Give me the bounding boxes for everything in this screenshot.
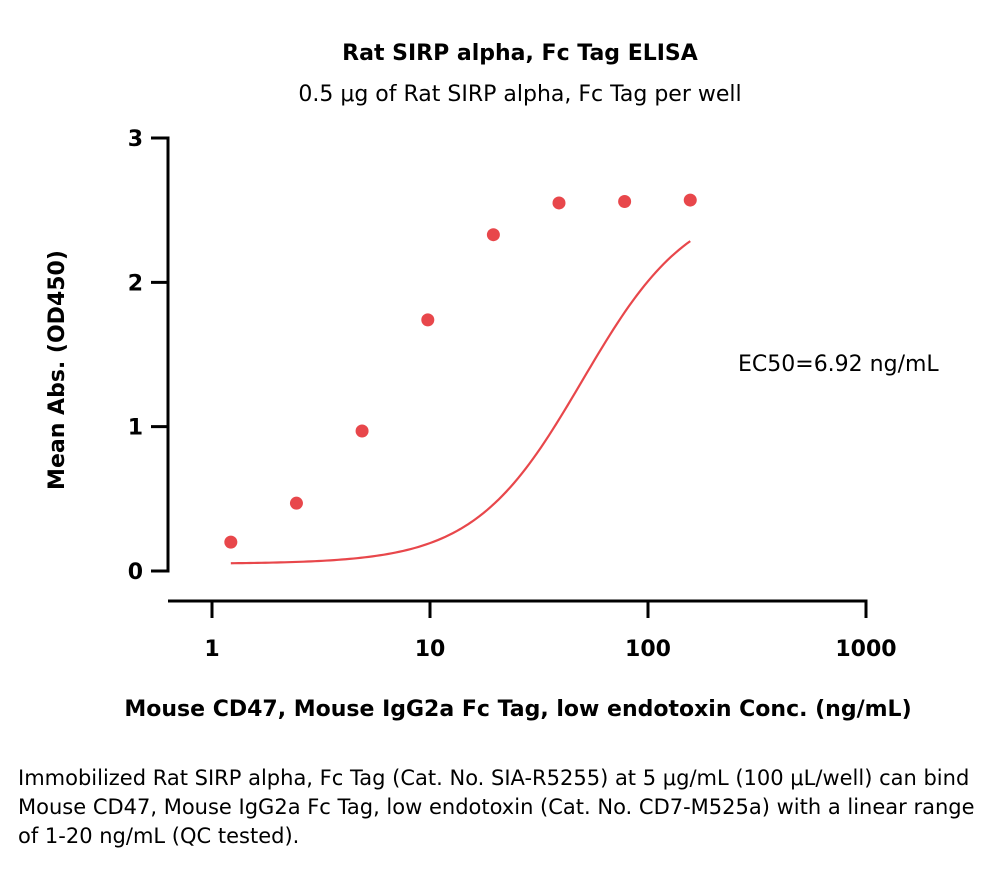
data-point xyxy=(289,496,303,510)
y-axis-label: Mean Abs. (OD450) xyxy=(45,250,70,490)
x-tick-label: 1 xyxy=(204,637,219,662)
x-axis-label: Mouse CD47, Mouse IgG2a Fc Tag, low endo… xyxy=(124,697,911,722)
x-tick-label: 10 xyxy=(415,637,446,662)
chart-subtitle: 0.5 μg of Rat SIRP alpha, Fc Tag per wel… xyxy=(298,82,741,107)
data-point xyxy=(618,195,632,209)
y-tick-label: 2 xyxy=(128,271,143,296)
data-point xyxy=(552,196,566,210)
x-tick-label: 1000 xyxy=(835,637,896,662)
ec50-annotation: EC50=6.92 ng/mL xyxy=(738,352,939,377)
y-tick-label: 1 xyxy=(128,416,143,441)
elisa-chart: Rat SIRP alpha, Fc Tag ELISA 0.5 μg of R… xyxy=(45,41,939,722)
x-axis: 1 10 100 1000 xyxy=(168,599,897,662)
chart-title: Rat SIRP alpha, Fc Tag ELISA xyxy=(342,41,698,66)
data-point xyxy=(421,313,435,327)
y-tick-label: 3 xyxy=(128,127,143,152)
figure-caption: Immobilized Rat SIRP alpha, Fc Tag (Cat.… xyxy=(18,766,975,848)
data-point xyxy=(224,535,238,549)
y-tick-label: 0 xyxy=(128,560,143,585)
data-point xyxy=(486,228,500,242)
data-point xyxy=(683,193,697,207)
x-tick-label: 100 xyxy=(625,637,671,662)
data-points xyxy=(224,193,697,549)
y-axis: 0 1 2 3 xyxy=(128,127,170,585)
fit-curve xyxy=(230,240,691,565)
data-point xyxy=(355,424,369,438)
